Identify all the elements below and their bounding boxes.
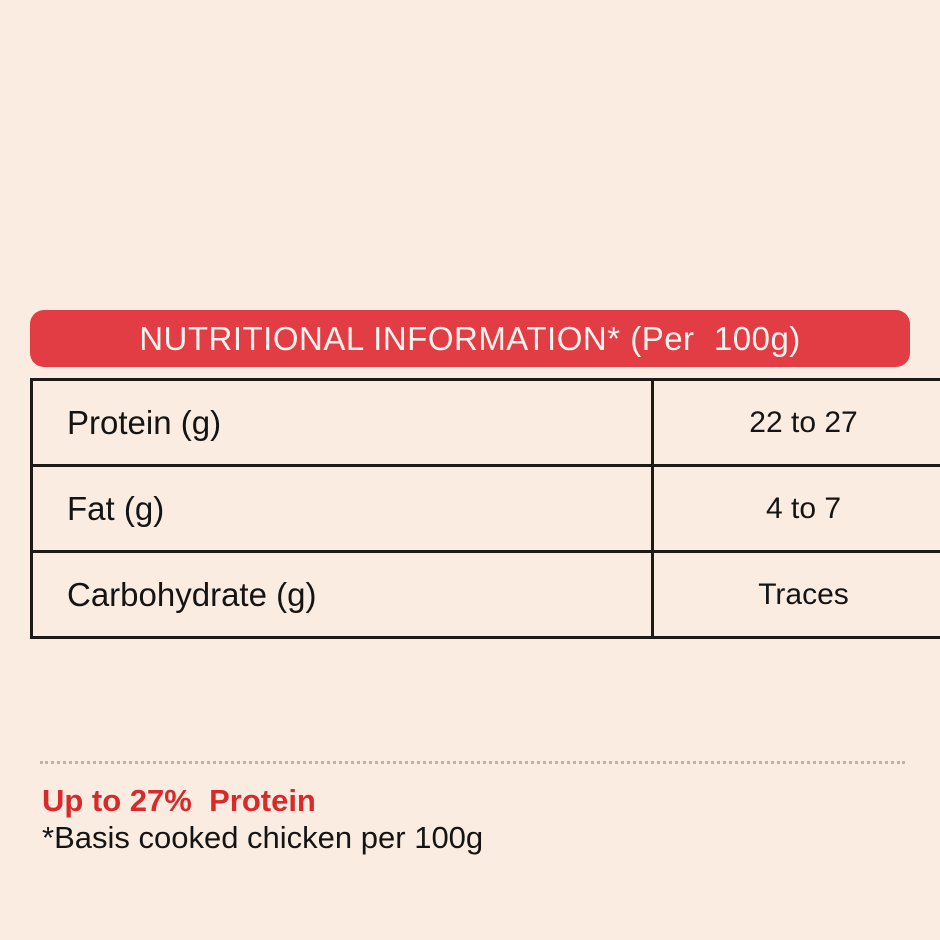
nutrient-label-fat: Fat (g) [30, 464, 654, 553]
nutrient-value-protein: 22 to 27 [651, 378, 940, 467]
nutrition-table: Protein (g) 22 to 27 Fat (g) 4 to 7 Carb… [30, 378, 940, 639]
basis-footnote-text: *Basis cooked chicken per 100g [42, 820, 484, 855]
nutrient-value-fat: 4 to 7 [651, 464, 940, 553]
nutrition-header-banner: NUTRITIONAL INFORMATION* (Per 100g) [30, 310, 910, 367]
nutrition-header-title: NUTRITIONAL INFORMATION* (Per 100g) [139, 319, 801, 357]
table-row-fat: Fat (g) 4 to 7 [30, 464, 940, 553]
protein-highlight-text: Up to 27% Protein [42, 783, 316, 818]
table-row-protein: Protein (g) 22 to 27 [30, 378, 940, 467]
dotted-divider [40, 761, 905, 764]
table-row-carbohydrate: Carbohydrate (g) Traces [30, 550, 940, 639]
nutrient-label-protein: Protein (g) [30, 378, 654, 467]
nutrient-value-carbohydrate: Traces [651, 550, 940, 639]
nutrient-label-carbohydrate: Carbohydrate (g) [30, 550, 654, 639]
